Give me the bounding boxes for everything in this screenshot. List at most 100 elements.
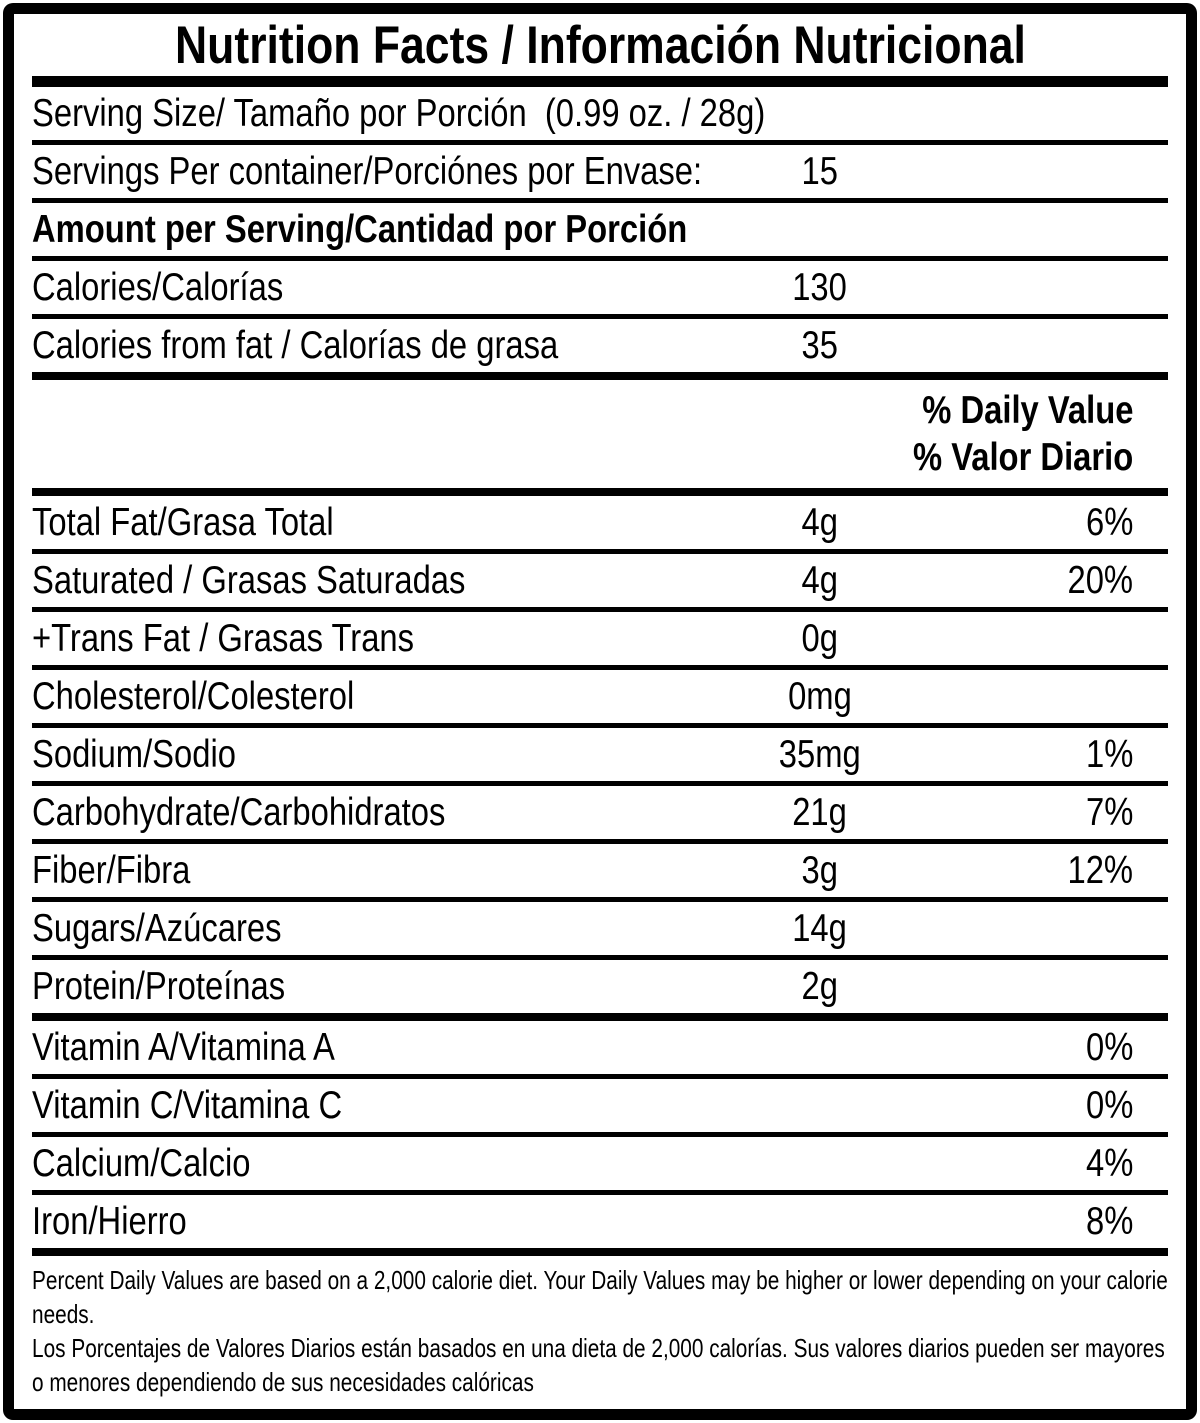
nutrient-label: Sugars/Azúcares bbox=[32, 907, 282, 950]
nutrient-label-cell: Cholesterol/Colesterol bbox=[32, 676, 670, 717]
nutrient-percent-cell bbox=[970, 618, 1168, 659]
nutrient-row: Protein/Proteínas 2g bbox=[32, 960, 1168, 1021]
footnote-spanish: Los Porcentajes de Valores Diarios están… bbox=[32, 1333, 1165, 1397]
nutrition-facts-label: Nutrition Facts / Información Nutriciona… bbox=[3, 3, 1197, 1420]
servings-per-container-value-cell: 15 bbox=[670, 151, 970, 192]
calories-label-cell: Calories/Calorías bbox=[32, 267, 670, 308]
nutrient-row: Sugars/Azúcares 14g bbox=[32, 902, 1168, 960]
nutrient-row: Saturated / Grasas Saturadas 4g 20% bbox=[32, 554, 1168, 612]
nutrient-label: Iron/Hierro bbox=[32, 1200, 187, 1243]
nutrient-amount-cell: 14g bbox=[670, 908, 970, 949]
amount-per-serving-label: Amount per Serving/Cantidad por Porción bbox=[32, 208, 688, 251]
nutrient-amount: 4g bbox=[801, 559, 839, 602]
daily-value-header-en-text: % Daily Value bbox=[921, 389, 1133, 432]
nutrient-percent-cell: 20% bbox=[970, 560, 1168, 601]
nutrient-amount: 3g bbox=[801, 849, 839, 892]
nutrient-amount-cell: 0g bbox=[670, 618, 970, 659]
serving-size-label: Serving Size/ Tamaño por Porción (0.99 o… bbox=[32, 92, 766, 135]
label-title: Nutrition Facts / Información Nutriciona… bbox=[32, 14, 1168, 76]
nutrient-label-cell: Vitamin A/Vitamina A bbox=[32, 1027, 670, 1068]
nutrient-percent-cell bbox=[970, 908, 1168, 949]
nutrient-label-cell: Iron/Hierro bbox=[32, 1201, 670, 1242]
nutrient-amount-cell bbox=[670, 1201, 970, 1242]
nutrient-label: Vitamin C/Vitamina C bbox=[32, 1084, 343, 1127]
nutrient-label-cell: Sugars/Azúcares bbox=[32, 908, 670, 949]
nutrient-amount-cell: 4g bbox=[670, 560, 970, 601]
serving-size-row: Serving Size/ Tamaño por Porción (0.99 o… bbox=[32, 87, 1168, 145]
nutrient-percent: 1% bbox=[1085, 733, 1133, 776]
calories-value-cell: 130 bbox=[670, 267, 970, 308]
nutrient-label: Calcium/Calcio bbox=[32, 1142, 251, 1185]
nutrient-amount: 4g bbox=[801, 501, 839, 544]
nutrient-amount: 21g bbox=[792, 791, 848, 834]
nutrient-percent: 8% bbox=[1085, 1200, 1133, 1243]
nutrient-label: Vitamin A/Vitamina A bbox=[32, 1026, 335, 1069]
servings-per-container-label: Servings Per container/Porciónes por Env… bbox=[32, 150, 703, 193]
nutrient-percent-cell: 1% bbox=[970, 734, 1168, 775]
nutrient-label-cell: +Trans Fat / Grasas Trans bbox=[32, 618, 670, 659]
daily-value-header-es: % Valor Diario bbox=[32, 437, 1168, 478]
nutrient-percent-cell: 4% bbox=[970, 1143, 1168, 1184]
nutrient-label: Saturated / Grasas Saturadas bbox=[32, 559, 466, 602]
nutrient-row: Vitamin A/Vitamina A 0% bbox=[32, 1021, 1168, 1079]
nutrient-percent: 12% bbox=[1067, 849, 1133, 892]
nutrient-amount-cell: 2g bbox=[670, 966, 970, 1007]
nutrient-label: Cholesterol/Colesterol bbox=[32, 675, 355, 718]
nutrient-amount-cell: 0mg bbox=[670, 676, 970, 717]
nutrient-label-cell: Sodium/Sodio bbox=[32, 734, 670, 775]
nutrient-amount: 2g bbox=[801, 965, 839, 1008]
nutrient-row: Total Fat/Grasa Total 4g 6% bbox=[32, 496, 1168, 554]
nutrient-row: Vitamin C/Vitamina C 0% bbox=[32, 1079, 1168, 1137]
nutrient-amount-cell: 35mg bbox=[670, 734, 970, 775]
calories-from-fat-row: Calories from fat / Calorías de grasa 35 bbox=[32, 319, 1168, 380]
nutrient-label-cell: Calcium/Calcio bbox=[32, 1143, 670, 1184]
nutrient-amount-cell: 21g bbox=[670, 792, 970, 833]
nutrient-row: Sodium/Sodio 35mg 1% bbox=[32, 728, 1168, 786]
nutrient-percent-cell: 0% bbox=[970, 1085, 1168, 1126]
nutrient-table: Total Fat/Grasa Total 4g 6% Saturated / … bbox=[32, 496, 1168, 1256]
servings-per-container-row: Servings Per container/Porciónes por Env… bbox=[32, 145, 1168, 203]
nutrient-label-cell: Protein/Proteínas bbox=[32, 966, 670, 1007]
label-title-text: Nutrition Facts / Información Nutriciona… bbox=[174, 16, 1026, 75]
servings-per-container-label-cell: Servings Per container/Porciónes por Env… bbox=[32, 151, 702, 192]
nutrient-percent: 6% bbox=[1085, 501, 1133, 544]
footnotes: Percent Daily Values are based on a 2,00… bbox=[32, 1263, 1168, 1399]
nutrient-percent: 0% bbox=[1085, 1026, 1133, 1069]
footnote-english: Percent Daily Values are based on a 2,00… bbox=[32, 1265, 1168, 1329]
nutrient-amount-cell bbox=[670, 1027, 970, 1068]
calories-from-fat-value: 35 bbox=[801, 324, 839, 367]
servings-per-container-value: 15 bbox=[801, 150, 839, 193]
nutrient-row: +Trans Fat / Grasas Trans 0g bbox=[32, 612, 1168, 670]
nutrient-amount-cell: 3g bbox=[670, 850, 970, 891]
nutrient-row: Fiber/Fibra 3g 12% bbox=[32, 844, 1168, 902]
amount-per-serving-label-cell: Amount per Serving/Cantidad por Porción bbox=[32, 209, 687, 250]
nutrient-row: Calcium/Calcio 4% bbox=[32, 1137, 1168, 1195]
calories-value: 130 bbox=[792, 266, 848, 309]
amount-per-serving-row: Amount per Serving/Cantidad por Porción bbox=[32, 203, 1168, 261]
nutrient-row: Cholesterol/Colesterol 0mg bbox=[32, 670, 1168, 728]
nutrient-percent: 7% bbox=[1085, 791, 1133, 834]
daily-value-header-es-text: % Valor Diario bbox=[912, 436, 1133, 479]
nutrient-percent: 4% bbox=[1085, 1142, 1133, 1185]
nutrient-label: Protein/Proteínas bbox=[32, 965, 286, 1008]
nutrient-label-cell: Carbohydrate/Carbohidratos bbox=[32, 792, 670, 833]
calories-row: Calories/Calorías 130 bbox=[32, 261, 1168, 319]
nutrient-percent-cell: 0% bbox=[970, 1027, 1168, 1068]
nutrient-percent-cell: 8% bbox=[970, 1201, 1168, 1242]
nutrient-amount-cell bbox=[670, 1143, 970, 1184]
calories-label: Calories/Calorías bbox=[32, 266, 284, 309]
nutrient-row: Iron/Hierro 8% bbox=[32, 1195, 1168, 1256]
nutrient-amount: 35mg bbox=[779, 733, 861, 776]
nutrient-label: +Trans Fat / Grasas Trans bbox=[32, 617, 415, 660]
nutrient-percent-cell: 6% bbox=[970, 502, 1168, 543]
nutrient-amount: 14g bbox=[792, 907, 848, 950]
nutrient-amount-cell bbox=[670, 1085, 970, 1126]
nutrient-label: Fiber/Fibra bbox=[32, 849, 191, 892]
nutrient-row: Carbohydrate/Carbohidratos 21g 7% bbox=[32, 786, 1168, 844]
nutrient-label-cell: Fiber/Fibra bbox=[32, 850, 670, 891]
nutrient-label: Sodium/Sodio bbox=[32, 733, 236, 776]
daily-value-header-en: % Daily Value bbox=[32, 390, 1168, 431]
nutrient-label: Total Fat/Grasa Total bbox=[32, 501, 334, 544]
title-divider-bar bbox=[32, 76, 1168, 87]
calories-from-fat-value-cell: 35 bbox=[670, 325, 970, 366]
